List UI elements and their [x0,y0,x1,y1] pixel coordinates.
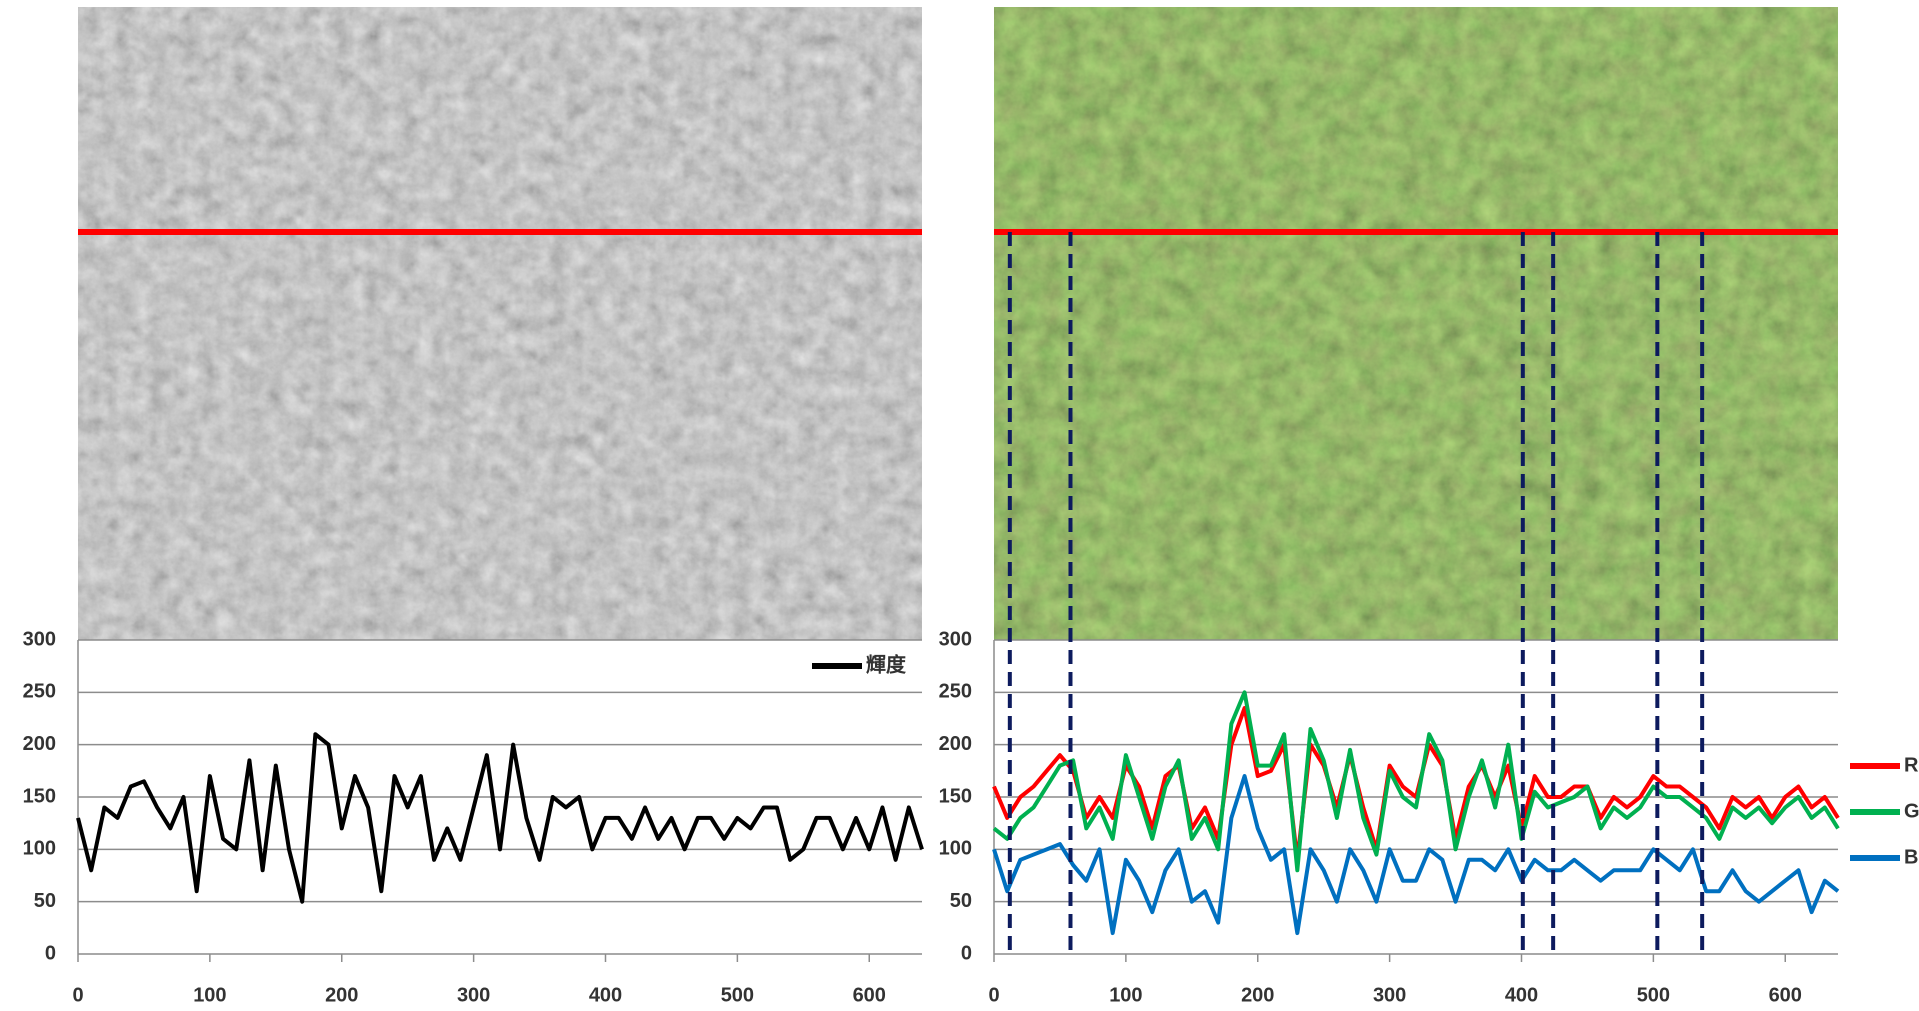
x-tick-label: 300 [1373,984,1406,1006]
y-tick-label: 100 [939,838,972,860]
series-line [992,774,1840,936]
x-tick-label: 0 [988,984,999,1006]
legend-label: 輝度 [866,652,907,676]
y-tick-label: 100 [23,838,56,860]
series-line [992,690,1840,873]
x-tick-label: 400 [589,984,622,1006]
x-tick-label: 600 [853,984,886,1006]
x-tick-label: 500 [1637,984,1670,1006]
y-tick-label: 300 [939,628,972,650]
x-tick-label: 200 [325,984,358,1006]
y-tick-label: 250 [23,681,56,703]
legend-label: B [1904,846,1918,868]
y-tick-label: 0 [961,942,972,964]
y-tick-label: 50 [950,890,972,912]
y-tick-label: 150 [23,785,56,807]
y-tick-label: 200 [23,733,56,755]
x-tick-label: 600 [1769,984,1802,1006]
y-tick-label: 300 [23,628,56,650]
color-photo [994,7,1838,640]
x-tick-label: 100 [1109,984,1142,1006]
y-tick-label: 200 [939,733,972,755]
x-tick-label: 200 [1241,984,1274,1006]
series-line [76,732,924,904]
y-tick-label: 0 [45,942,56,964]
x-tick-label: 500 [721,984,754,1006]
grayscale-photo [78,7,922,640]
y-tick-label: 250 [939,681,972,703]
photo-tone [994,7,1838,640]
x-tick-label: 0 [72,984,83,1006]
photo-tone [78,7,922,640]
x-tick-label: 400 [1505,984,1538,1006]
legend-label: R [1904,754,1919,776]
x-tick-label: 100 [193,984,226,1006]
y-tick-label: 150 [939,785,972,807]
x-tick-label: 300 [457,984,490,1006]
legend-label: G [1904,800,1919,822]
y-tick-label: 50 [34,890,56,912]
